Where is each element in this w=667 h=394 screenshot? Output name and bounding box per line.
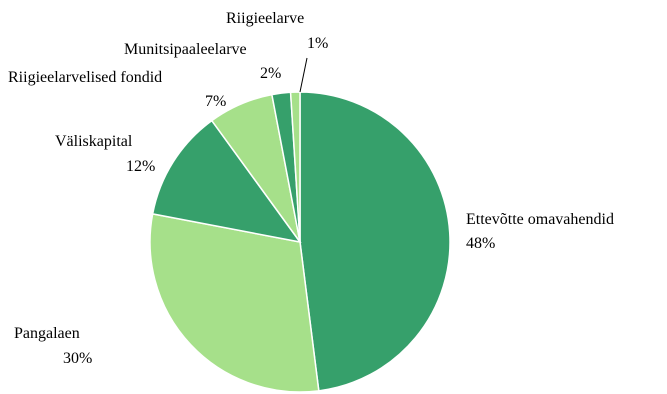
slice-label-riigieelarve: Riigieelarve — [226, 10, 304, 27]
leader-line-riigieelarve — [299, 57, 308, 93]
pie-slice-valiskapital — [151, 119, 302, 244]
slice-label-riigieelarvelised-fondid: Riigieelarvelised fondid — [8, 69, 162, 86]
slice-label-munitsipaaleelarve: Munitsipaaleelarve — [124, 41, 247, 58]
slice-label-ettevotte-omavahendid: Ettevõtte omavahendid — [466, 211, 614, 228]
pie-slice-riigieelarve — [289, 91, 301, 243]
slice-value-riigieelarvelised-fondid: 7% — [205, 93, 226, 110]
slice-value-riigieelarve: 1% — [307, 35, 328, 52]
slice-value-ettevotte-omavahendid: 48% — [466, 235, 495, 252]
pie-slice-pangalaen — [149, 213, 320, 393]
slice-label-pangalaen: Pangalaen — [14, 325, 80, 342]
slice-value-valiskapital: 12% — [126, 158, 155, 175]
slice-label-valiskapital: Väliskapital — [55, 133, 133, 150]
slice-value-pangalaen: 30% — [63, 350, 92, 367]
pie-slices — [149, 91, 451, 393]
pie-slice-ettevotte-omavahendid — [299, 91, 451, 392]
slice-value-munitsipaaleelarve: 2% — [260, 65, 281, 82]
